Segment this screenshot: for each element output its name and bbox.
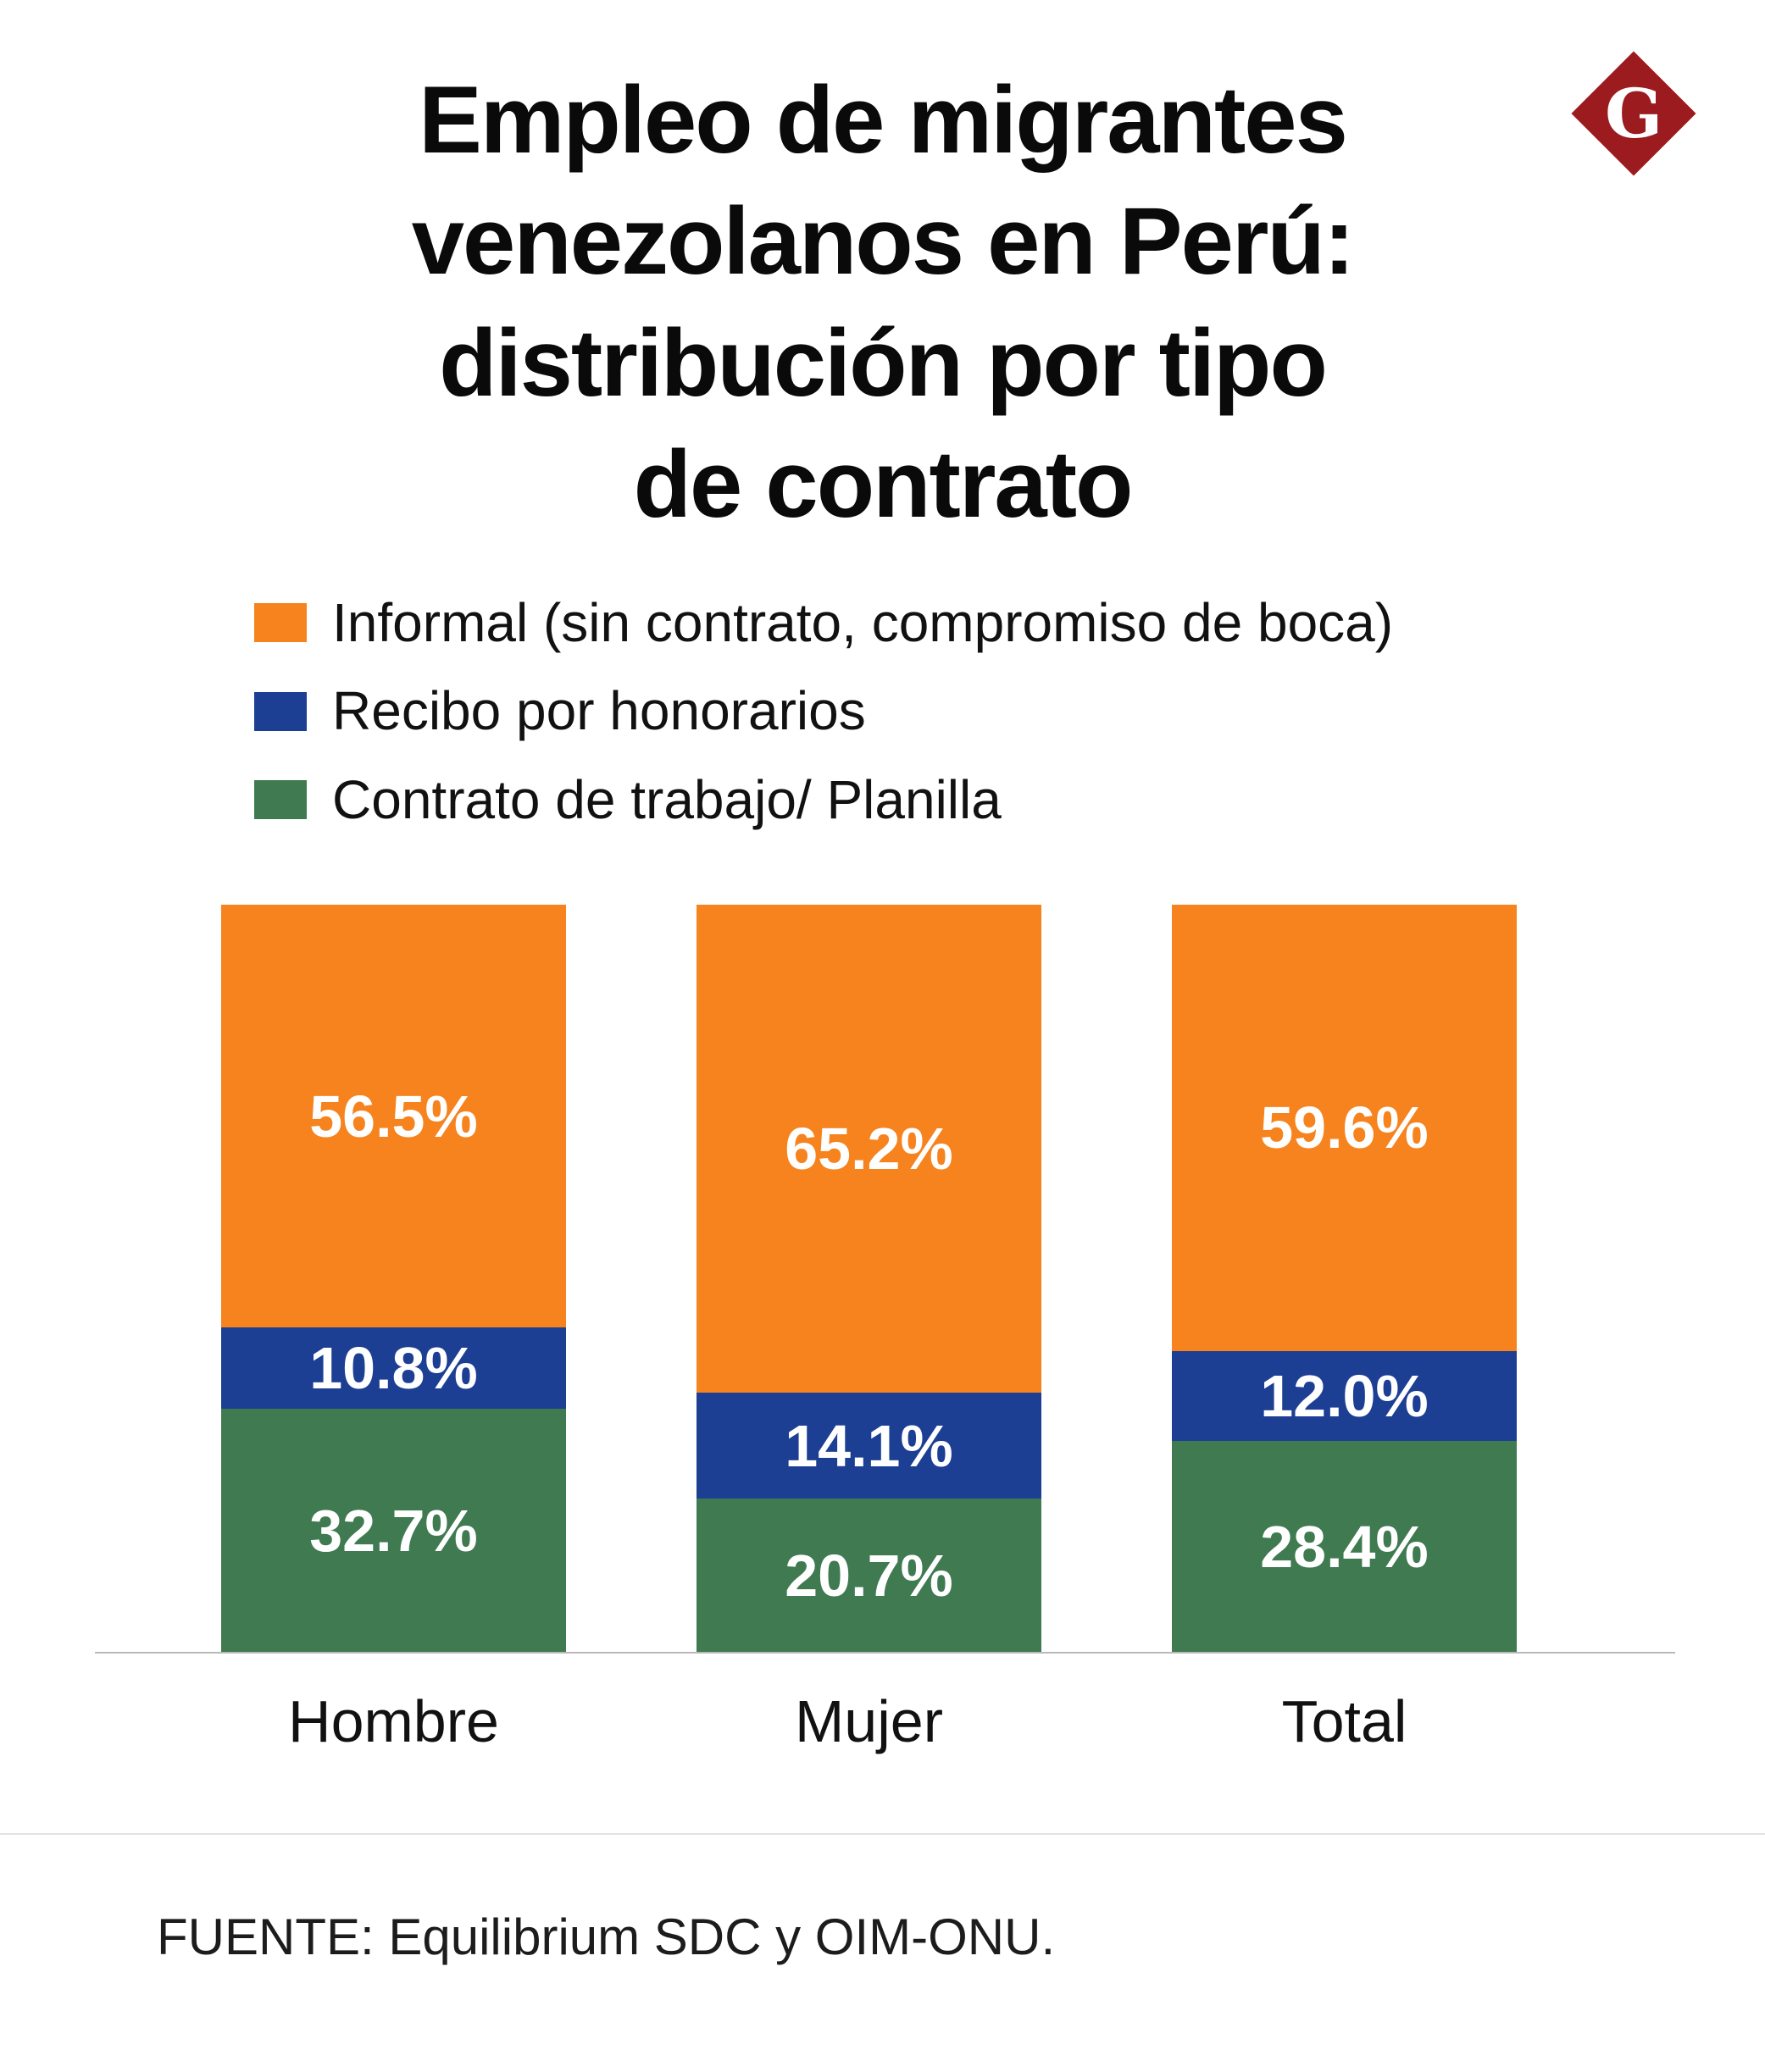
stacked-bar-chart: 56.5% 10.8% 32.7% 65.2% 14.1% 20.7% 59.6% 12.0%… bbox=[221, 905, 1518, 1654]
bar-mujer: 65.2% 14.1% 20.7% bbox=[697, 905, 1041, 1654]
segment-value-label: 14.1% bbox=[785, 1412, 953, 1479]
source-note: FUENTE: Equilibrium SDC y OIM-ONU. bbox=[157, 1909, 1056, 1965]
x-axis-line bbox=[95, 1652, 1675, 1654]
chart-legend: Informal (sin contrato, compromiso de bo… bbox=[254, 593, 1393, 858]
segment-value-label: 12.0% bbox=[1260, 1362, 1429, 1429]
chart-title: Empleo de migrantes venezolanos en Perú: d… bbox=[0, 59, 1765, 545]
category-label-mujer: Mujer bbox=[794, 1688, 944, 1754]
bar-segment-3: 28.4% bbox=[1172, 1440, 1517, 1654]
bar-segment-1: 65.2% bbox=[697, 905, 1041, 1393]
legend-item: Contrato de trabajo/ Planilla bbox=[254, 768, 1393, 830]
legend-label: Recibo por honorarios bbox=[332, 680, 866, 742]
category-labels: Hombre Mujer Total bbox=[221, 1687, 1518, 1755]
bar-segment-2: 10.8% bbox=[221, 1327, 566, 1409]
segment-value-label: 32.7% bbox=[309, 1498, 478, 1565]
segment-value-label: 10.8% bbox=[309, 1335, 478, 1402]
bar-segment-2: 12.0% bbox=[1172, 1350, 1517, 1441]
legend-swatch bbox=[254, 691, 307, 731]
legend-swatch bbox=[254, 779, 307, 819]
legend-item: Informal (sin contrato, compromiso de bo… bbox=[254, 593, 1393, 652]
category-label-hombre: Hombre bbox=[288, 1688, 499, 1754]
title-line-2: venezolanos en Perú: bbox=[411, 188, 1355, 295]
category-label-total: Total bbox=[1281, 1688, 1407, 1754]
logo-letter-g: G bbox=[1604, 73, 1663, 153]
title-line-4: de contrato bbox=[633, 431, 1134, 538]
bar-segment-2: 14.1% bbox=[697, 1393, 1041, 1499]
legend-label: Contrato de trabajo/ Planilla bbox=[332, 768, 1002, 830]
legend-swatch bbox=[254, 603, 307, 643]
segment-value-label: 56.5% bbox=[309, 1083, 478, 1150]
title-line-3: distribución por tipo bbox=[439, 309, 1328, 416]
legend-label: Informal (sin contrato, compromiso de bo… bbox=[332, 592, 1394, 653]
segment-value-label: 59.6% bbox=[1260, 1094, 1429, 1161]
bar-segment-1: 56.5% bbox=[221, 905, 566, 1328]
title-line-1: Empleo de migrantes bbox=[419, 67, 1348, 173]
bar-segment-3: 20.7% bbox=[697, 1499, 1041, 1654]
footer-divider bbox=[0, 1833, 1765, 1835]
segment-value-label: 65.2% bbox=[785, 1116, 953, 1183]
bar-segment-1: 59.6% bbox=[1172, 905, 1517, 1351]
bar-segment-3: 32.7% bbox=[221, 1408, 566, 1654]
segment-value-label: 28.4% bbox=[1260, 1514, 1429, 1581]
bar-total: 59.6% 12.0% 28.4% bbox=[1172, 905, 1517, 1654]
segment-value-label: 20.7% bbox=[785, 1543, 953, 1609]
legend-item: Recibo por honorarios bbox=[254, 680, 1393, 742]
bar-hombre: 56.5% 10.8% 32.7% bbox=[221, 905, 566, 1654]
